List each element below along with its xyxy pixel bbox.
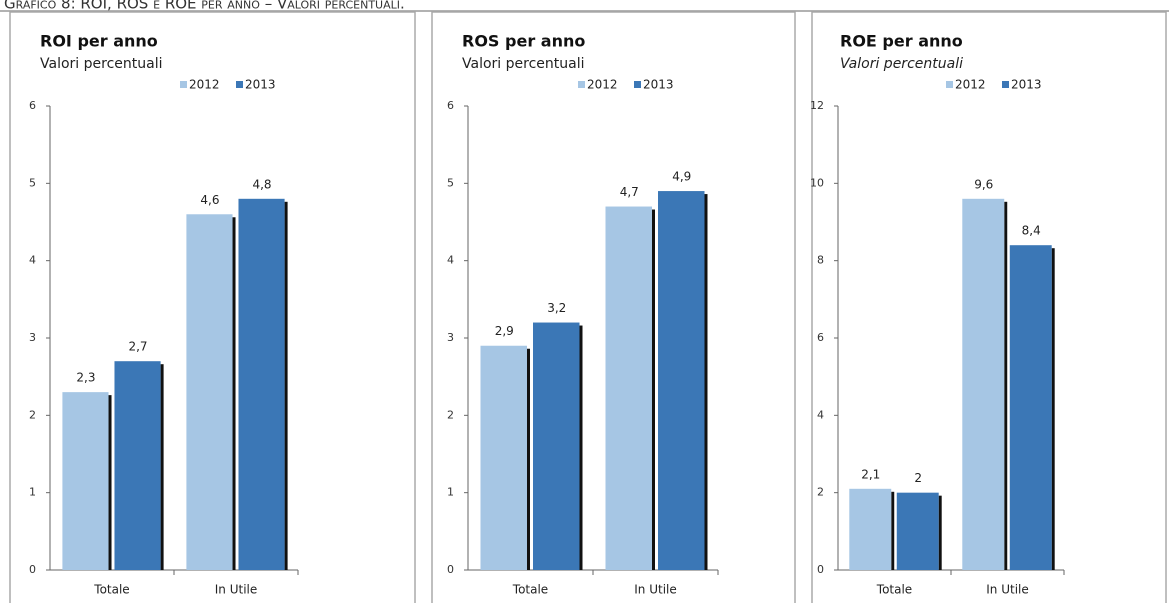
bar <box>605 206 652 571</box>
bar-shadow <box>232 217 236 570</box>
chart-subtitle: Valori percentuali <box>462 56 584 72</box>
y-tick-label: 12 <box>810 99 824 112</box>
value-label: 2,9 <box>495 324 514 338</box>
legend-swatch <box>578 81 585 88</box>
y-tick-label: 4 <box>447 254 454 267</box>
y-tick-label: 4 <box>29 254 36 267</box>
y-tick-label: 6 <box>817 331 824 344</box>
legend-label: 2012 <box>587 78 618 92</box>
y-tick-label: 2 <box>29 408 36 421</box>
value-label: 2 <box>914 471 922 485</box>
chart-title: ROI per anno <box>40 32 158 51</box>
bar <box>658 191 705 571</box>
bar <box>238 198 285 571</box>
legend-label: 2013 <box>245 78 276 92</box>
bar <box>62 392 109 570</box>
value-label: 2,1 <box>861 467 880 481</box>
chart-title: ROE per anno <box>840 32 963 51</box>
y-tick-label: 1 <box>29 486 36 499</box>
x-tick-label: In Utile <box>986 583 1029 597</box>
y-tick-label: 0 <box>447 563 454 576</box>
bar-shadow <box>284 201 288 571</box>
y-tick-label: 5 <box>29 176 36 189</box>
value-label: 2,7 <box>128 340 147 354</box>
bar-shadow <box>891 491 895 570</box>
y-tick-label: 5 <box>447 176 454 189</box>
value-label: 9,6 <box>974 177 993 191</box>
bar-shadow <box>652 209 655 571</box>
value-label: 4,7 <box>620 185 639 199</box>
x-tick-label: Totale <box>93 583 129 597</box>
x-tick-label: Totale <box>876 583 912 597</box>
y-tick-label: 6 <box>447 99 454 112</box>
legend-swatch <box>180 81 187 88</box>
chart-title: ROS per anno <box>462 32 585 51</box>
y-tick-label: 3 <box>29 331 36 344</box>
legend-label: 2013 <box>643 78 674 92</box>
bar <box>186 214 233 570</box>
value-label: 8,4 <box>1022 224 1041 238</box>
bar-shadow <box>160 364 164 570</box>
value-label: 3,2 <box>547 301 566 315</box>
bar <box>114 361 161 570</box>
y-tick-label: 3 <box>447 331 454 344</box>
x-tick-label: In Utile <box>215 583 258 597</box>
bar <box>533 322 580 570</box>
y-tick-label: 0 <box>817 563 824 576</box>
legend-swatch <box>634 81 641 88</box>
panel <box>431 11 796 603</box>
bar <box>480 345 527 570</box>
bar-shadow <box>704 194 708 571</box>
bar-shadow <box>938 495 942 570</box>
legend-label: 2012 <box>955 78 986 92</box>
bar <box>1009 245 1052 570</box>
bar-shadow <box>108 395 112 570</box>
bar-shadow <box>1051 248 1055 570</box>
x-tick-label: In Utile <box>634 583 677 597</box>
bar-shadow <box>579 325 583 570</box>
y-tick-label: 8 <box>817 254 824 267</box>
value-label: 4,6 <box>200 193 219 207</box>
legend-swatch <box>1002 81 1009 88</box>
panel <box>811 11 1167 603</box>
value-label: 4,8 <box>252 177 271 191</box>
bar-shadow <box>1004 201 1008 571</box>
value-label: 2,3 <box>76 371 95 385</box>
y-tick-label: 2 <box>817 486 824 499</box>
bar <box>962 198 1005 571</box>
chart-subtitle: Valori percentuali <box>840 56 963 72</box>
y-tick-label: 4 <box>817 408 824 421</box>
chart-subtitle: Valori percentuali <box>40 56 162 72</box>
legend-label: 2013 <box>1011 78 1042 92</box>
caption: Grafico 8: ROI, ROS e ROE per anno – Val… <box>4 0 405 13</box>
panel <box>9 11 416 603</box>
y-tick-label: 6 <box>29 99 36 112</box>
legend-label: 2012 <box>189 78 220 92</box>
y-tick-label: 10 <box>810 176 824 189</box>
y-tick-label: 1 <box>447 486 454 499</box>
legend-swatch <box>946 81 953 88</box>
bar <box>896 492 939 570</box>
y-tick-label: 2 <box>447 408 454 421</box>
bar-shadow <box>527 348 530 570</box>
value-label: 4,9 <box>672 170 691 184</box>
bar <box>849 488 892 570</box>
legend-swatch <box>236 81 243 88</box>
x-tick-label: Totale <box>512 583 548 597</box>
y-tick-label: 0 <box>29 563 36 576</box>
